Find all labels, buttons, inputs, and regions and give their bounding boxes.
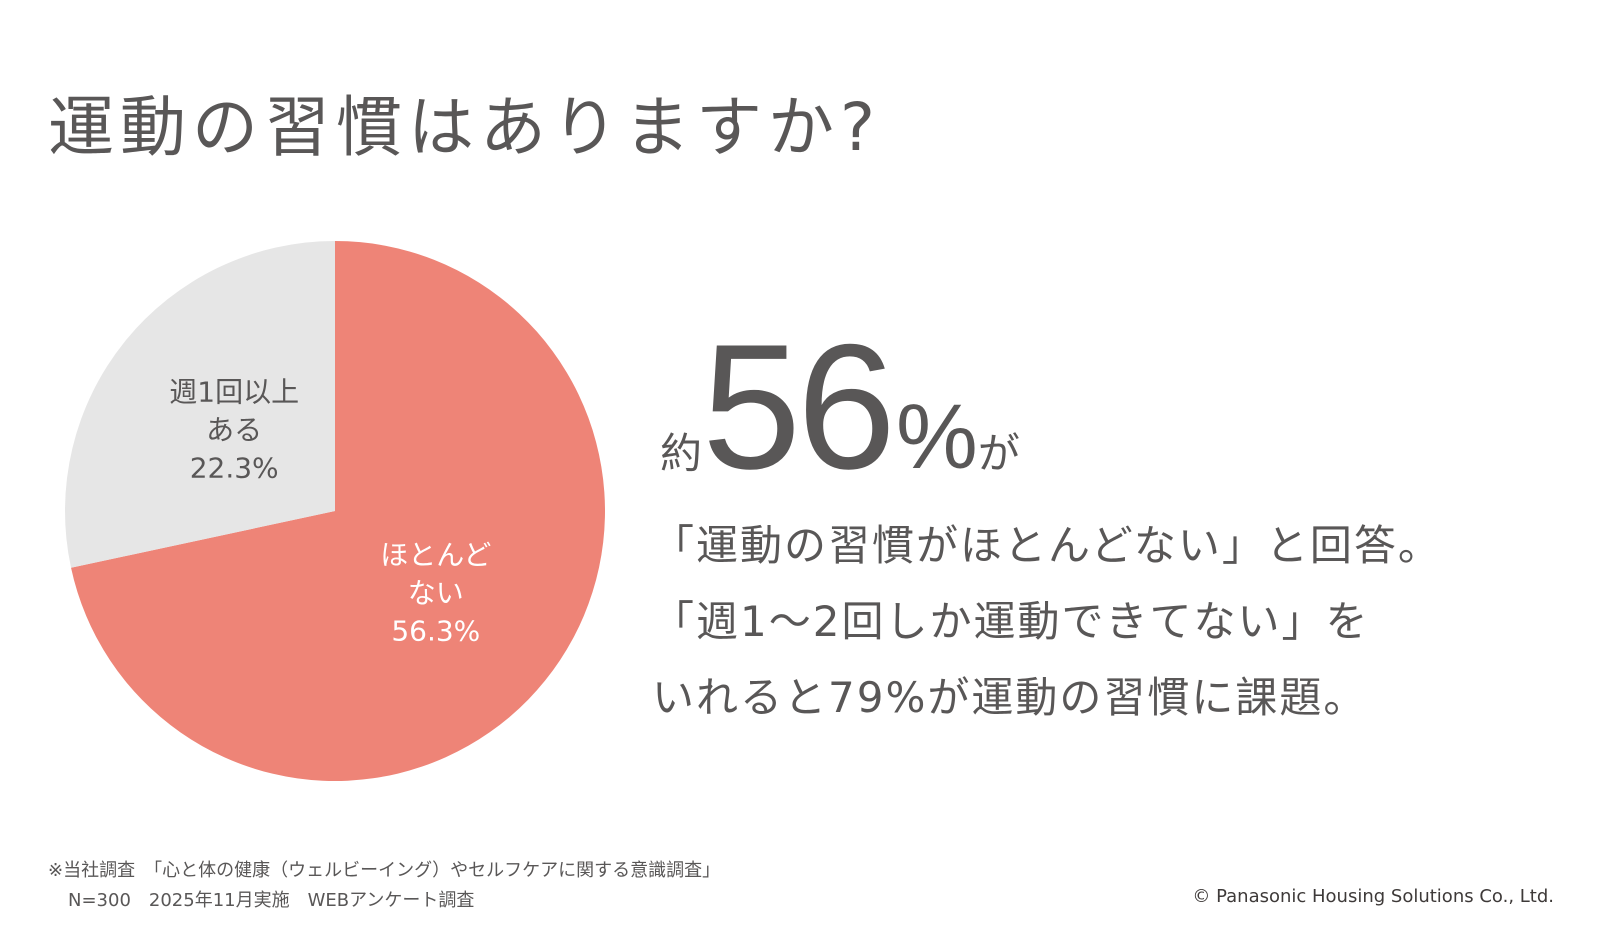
- headline-percent: %: [896, 386, 978, 488]
- summary-line: いれると79%が運動の習慣に課題。: [652, 673, 1368, 722]
- copyright: © Panasonic Housing Solutions Co., Ltd.: [1192, 886, 1554, 907]
- slice-category-label: 週1回以上: [169, 376, 299, 409]
- slice-category-label: ない: [408, 576, 464, 609]
- headline-number: 56: [702, 307, 896, 506]
- headline-suffix: が: [977, 429, 1020, 478]
- slice-value-label: 22.3%: [190, 452, 279, 485]
- footnote-line: ※当社調査 「心と体の健康（ウェルビーイング）やセルフケアに関する意識調査」: [48, 860, 721, 881]
- slice-category-label: ほとんど: [380, 538, 491, 571]
- footnote: ※当社調査 「心と体の健康（ウェルビーイング）やセルフケアに関する意識調査」 N…: [48, 856, 720, 916]
- page-title: 運動の習慣はありますか?: [48, 89, 882, 167]
- footnote-line: N=300 2025年11月実施 WEBアンケート調査: [68, 890, 475, 911]
- slice-value-label: 56.3%: [391, 614, 480, 647]
- headline-prefix: 約: [660, 429, 703, 478]
- headline: 約56%が: [660, 318, 1020, 496]
- summary-text: 「運動の習慣がほとんどない」と回答。 「週1〜2回しか運動できてない」を いれる…: [652, 508, 1442, 736]
- summary-line: 「週1〜2回しか運動できてない」を: [652, 597, 1370, 646]
- summary-line: 「運動の習慣がほとんどない」と回答。: [652, 521, 1442, 570]
- slice-category-label: ある: [206, 414, 262, 447]
- pie-slice: [71, 241, 606, 781]
- pie-slice: [64, 241, 335, 568]
